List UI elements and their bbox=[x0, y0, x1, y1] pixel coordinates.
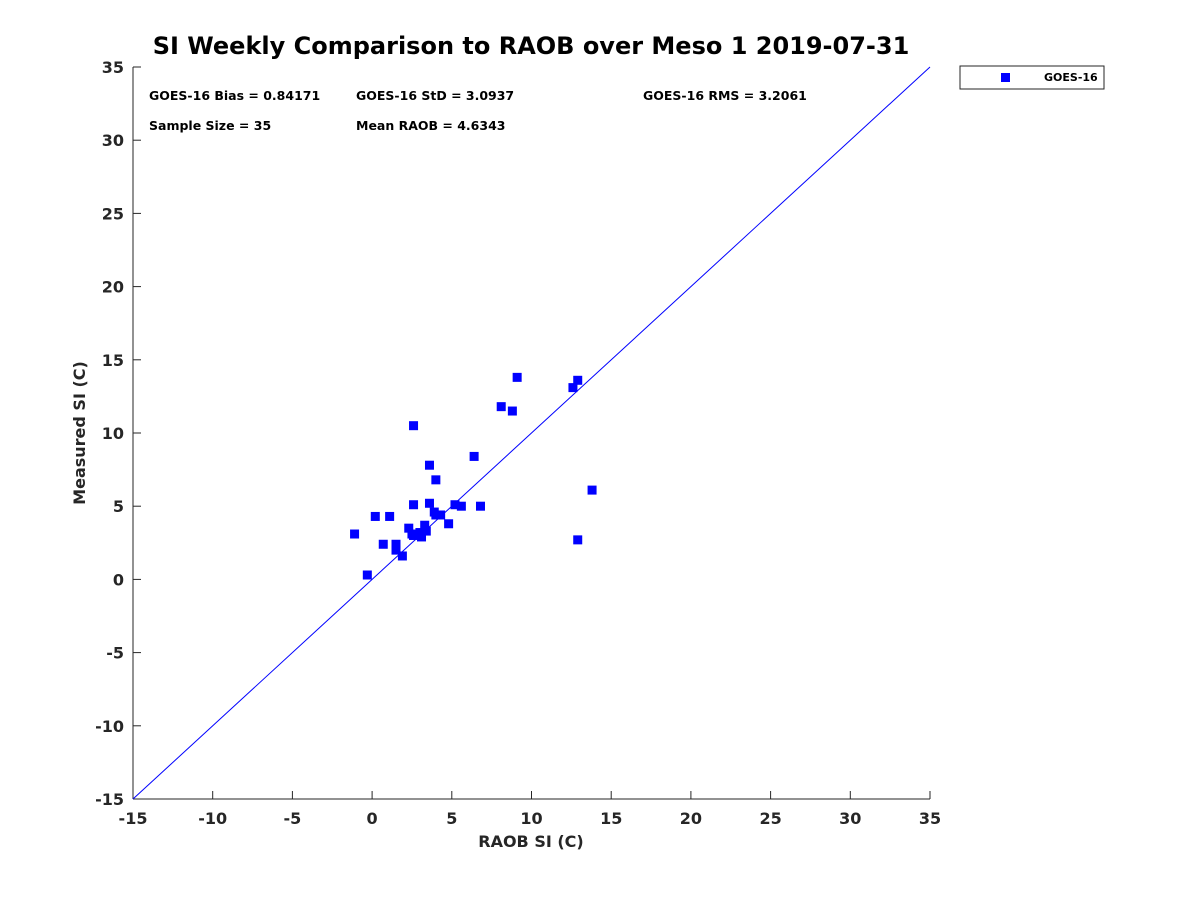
x-axis-label: RAOB SI (C) bbox=[478, 832, 583, 851]
scatter-point bbox=[415, 528, 425, 538]
scatter-point bbox=[409, 530, 419, 540]
y-tick-label: 35 bbox=[102, 58, 124, 77]
y-tick-label: 30 bbox=[102, 131, 124, 150]
scatter-point bbox=[444, 519, 454, 529]
x-tick-label: 20 bbox=[680, 809, 702, 828]
y-axis-label: Measured SI (C) bbox=[70, 361, 89, 505]
y-tick-label: 10 bbox=[102, 424, 124, 443]
x-tick-label: -10 bbox=[198, 809, 227, 828]
rms-annotation: GOES-16 RMS = 3.2061 bbox=[643, 88, 807, 103]
y-tick-label: 5 bbox=[113, 497, 124, 516]
x-tick-label: 0 bbox=[367, 809, 378, 828]
x-tick-label: 25 bbox=[759, 809, 781, 828]
scatter-point bbox=[512, 372, 522, 382]
y-tick-label: 25 bbox=[102, 204, 124, 223]
x-tick-label: 30 bbox=[839, 809, 861, 828]
y-tick-label: 0 bbox=[113, 570, 124, 589]
scatter-point bbox=[391, 545, 401, 555]
scatter-point bbox=[424, 498, 434, 508]
legend-marker-goes-16 bbox=[1001, 73, 1010, 82]
scatter-point bbox=[431, 510, 441, 520]
scatter-point bbox=[391, 539, 401, 549]
std-annotation: GOES-16 StD = 3.0937 bbox=[356, 88, 514, 103]
scatter-point bbox=[469, 451, 479, 461]
x-tick-label: -15 bbox=[119, 809, 148, 828]
scatter-point bbox=[496, 402, 506, 412]
y-tick-label: -5 bbox=[106, 644, 124, 663]
y-tick-label: -15 bbox=[95, 790, 124, 809]
legend: GOES-16 bbox=[959, 65, 1105, 90]
x-tick-label: -5 bbox=[284, 809, 302, 828]
scatter-point bbox=[404, 523, 414, 533]
y-tick-label: 15 bbox=[102, 351, 124, 370]
bias-annotation: GOES-16 Bias = 0.84171 bbox=[149, 88, 320, 103]
scatter-point bbox=[409, 500, 419, 510]
mean-raob-annotation: Mean RAOB = 4.6343 bbox=[356, 118, 505, 133]
legend-box bbox=[959, 65, 1105, 90]
scatter-point bbox=[385, 511, 395, 521]
scatter-point bbox=[587, 485, 597, 495]
scatter-point bbox=[370, 511, 380, 521]
scatter-point bbox=[362, 570, 372, 580]
x-tick-label: 10 bbox=[520, 809, 542, 828]
legend-label-goes-16: GOES-16 bbox=[1044, 71, 1098, 84]
scatter-point bbox=[475, 501, 485, 511]
x-tick-label: 15 bbox=[600, 809, 622, 828]
scatter-point bbox=[436, 510, 446, 520]
scatter-point bbox=[456, 501, 466, 511]
reference-line-1to1 bbox=[132, 66, 931, 800]
x-tick-label: 35 bbox=[919, 809, 941, 828]
scatter-point bbox=[507, 406, 517, 416]
scatter-point bbox=[350, 529, 360, 539]
plot-area: -15 -10 -5 0 5 10 15 20 25 30 35 -15 -10 -5 0 5 10 15 20 25… bbox=[95, 58, 941, 828]
scatter-point bbox=[573, 535, 583, 545]
scatter-point bbox=[431, 475, 441, 485]
scatter-point bbox=[424, 460, 434, 470]
scatter-point bbox=[568, 383, 578, 393]
x-tick-label: 5 bbox=[446, 809, 457, 828]
y-tick-label: -10 bbox=[95, 717, 124, 736]
sample-size-annotation: Sample Size = 35 bbox=[149, 118, 271, 133]
scatter-point bbox=[573, 375, 583, 385]
scatter-point bbox=[409, 421, 419, 431]
scatter-point bbox=[450, 500, 460, 510]
scatter-point bbox=[397, 551, 407, 561]
scatter-point bbox=[421, 526, 431, 536]
scatter-point bbox=[420, 520, 430, 530]
y-tick-label: 20 bbox=[102, 278, 124, 297]
scatter-point bbox=[378, 539, 388, 549]
chart-title: SI Weekly Comparison to RAOB over Meso 1… bbox=[153, 32, 910, 60]
